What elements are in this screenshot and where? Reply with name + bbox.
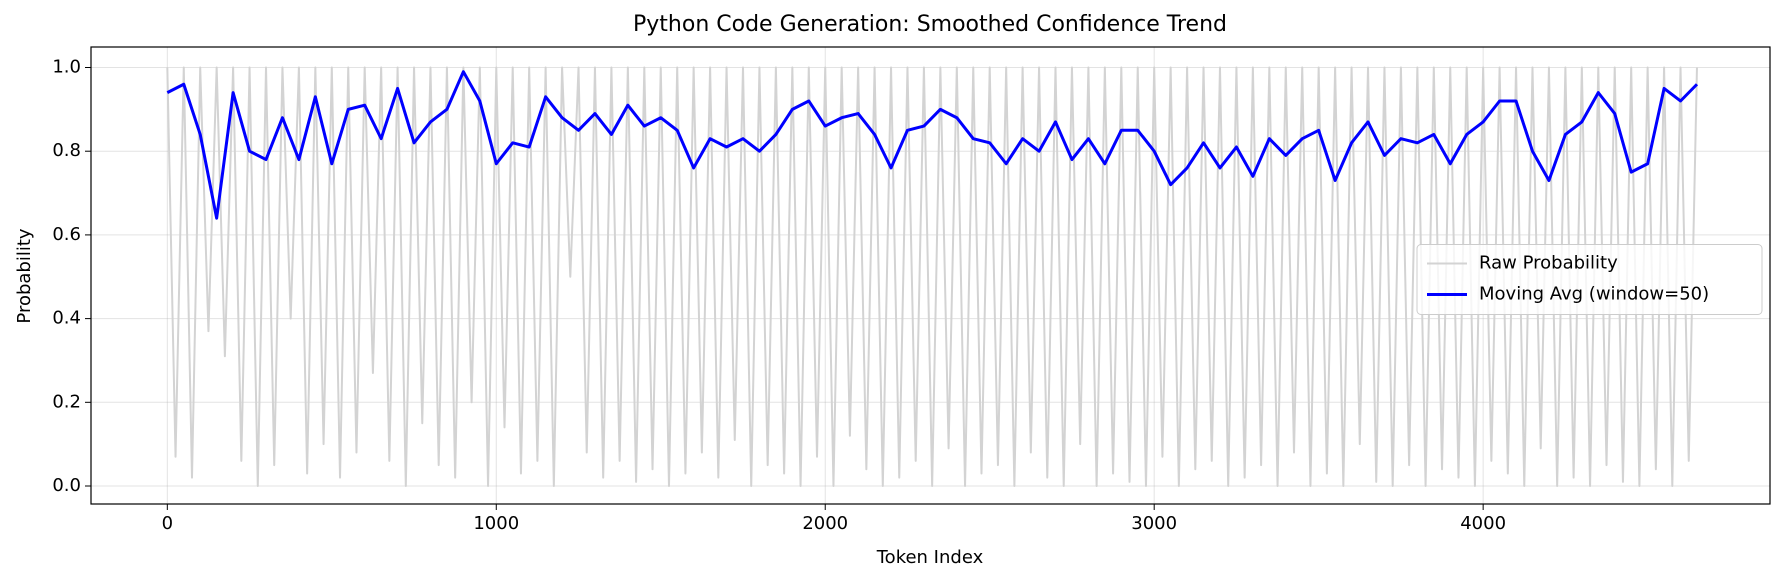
series-line — [166, 70, 1699, 220]
series-line — [166, 66, 1698, 487]
plot-frame — [90, 46, 1771, 505]
y-tick-label: 0.8 — [52, 140, 81, 161]
y-tick-label: 0.2 — [52, 391, 81, 412]
x-tick-label: 4000 — [1460, 513, 1506, 534]
chart-title: Python Code Generation: Smoothed Confide… — [633, 12, 1227, 37]
legend: Raw Probability Moving Avg (window=50) — [1416, 244, 1763, 315]
x-tick-label: 1000 — [473, 513, 519, 534]
x-tick-label: 2000 — [802, 513, 848, 534]
y-tick-label: 1.0 — [52, 57, 81, 78]
y-tick-label: 0.0 — [52, 475, 81, 496]
x-tick-label: 3000 — [1131, 513, 1177, 534]
x-axis-label: Token Index — [876, 547, 984, 568]
legend-box — [1416, 244, 1763, 315]
y-tick-label: 0.4 — [52, 308, 81, 329]
y-axis-label: Probability — [14, 228, 35, 323]
x-tick-label: 0 — [162, 513, 173, 534]
legend-label: Raw Probability — [1479, 253, 1618, 274]
legend-label: Moving Avg (window=50) — [1479, 284, 1709, 305]
y-tick-label: 0.6 — [52, 224, 81, 245]
